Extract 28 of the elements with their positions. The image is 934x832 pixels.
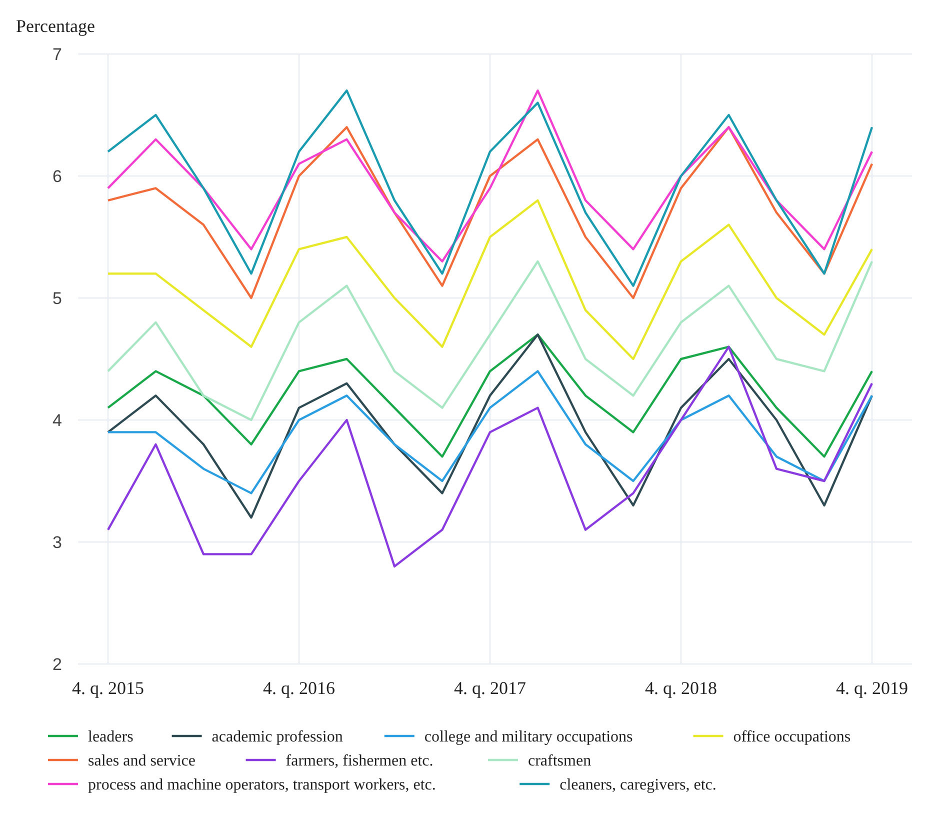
legend-label: cleaners, caregivers, etc. bbox=[560, 776, 716, 794]
line-series bbox=[106, 334, 874, 519]
y-tick-label: 7 bbox=[52, 44, 62, 64]
line-series bbox=[106, 370, 874, 494]
legend-label: office occupations bbox=[733, 728, 851, 746]
y-tick-label: 4 bbox=[52, 410, 62, 430]
legend-label: academic profession bbox=[212, 728, 343, 746]
line-series bbox=[106, 199, 874, 360]
x-tick-label: 4. q. 2015 bbox=[72, 678, 144, 698]
line-series bbox=[106, 346, 874, 568]
y-tick-label: 2 bbox=[52, 654, 62, 674]
y-tick-label: 6 bbox=[52, 166, 62, 186]
legend-label: college and military occupations bbox=[424, 728, 633, 746]
line-series bbox=[106, 334, 874, 458]
x-tick-label: 4. q. 2019 bbox=[836, 678, 908, 698]
legend-label: farmers, fishermen etc. bbox=[286, 752, 434, 770]
legend-label: leaders bbox=[88, 728, 134, 746]
x-tick-label: 4. q. 2016 bbox=[263, 678, 335, 698]
legend-label: sales and service bbox=[88, 752, 196, 770]
line-series bbox=[106, 126, 874, 300]
legend-label: craftsmen bbox=[528, 752, 592, 770]
line-series bbox=[106, 260, 874, 422]
y-axis-title: Percentage bbox=[16, 16, 95, 36]
y-tick-label: 3 bbox=[52, 532, 62, 552]
x-tick-label: 4. q. 2018 bbox=[645, 678, 717, 698]
x-tick-label: 4. q. 2017 bbox=[454, 678, 526, 698]
legend-label: process and machine operators, transport workers, etc. bbox=[88, 776, 436, 794]
y-tick-label: 5 bbox=[52, 288, 62, 308]
